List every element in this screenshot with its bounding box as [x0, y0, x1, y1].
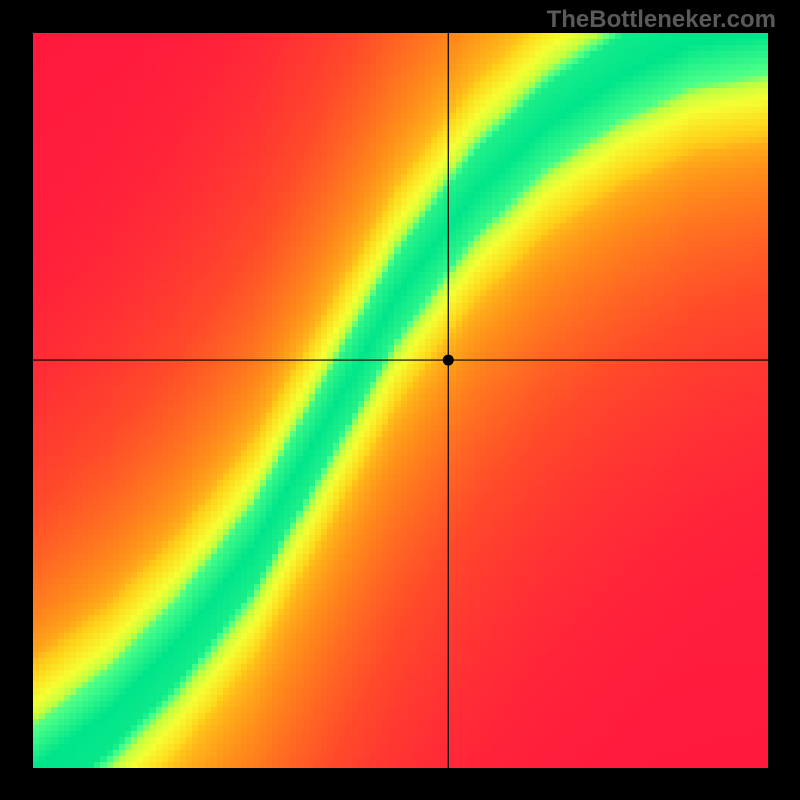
chart-container: TheBottleneker.com: [0, 0, 800, 800]
watermark-text: TheBottleneker.com: [547, 6, 776, 34]
bottleneck-heatmap: [33, 33, 768, 768]
